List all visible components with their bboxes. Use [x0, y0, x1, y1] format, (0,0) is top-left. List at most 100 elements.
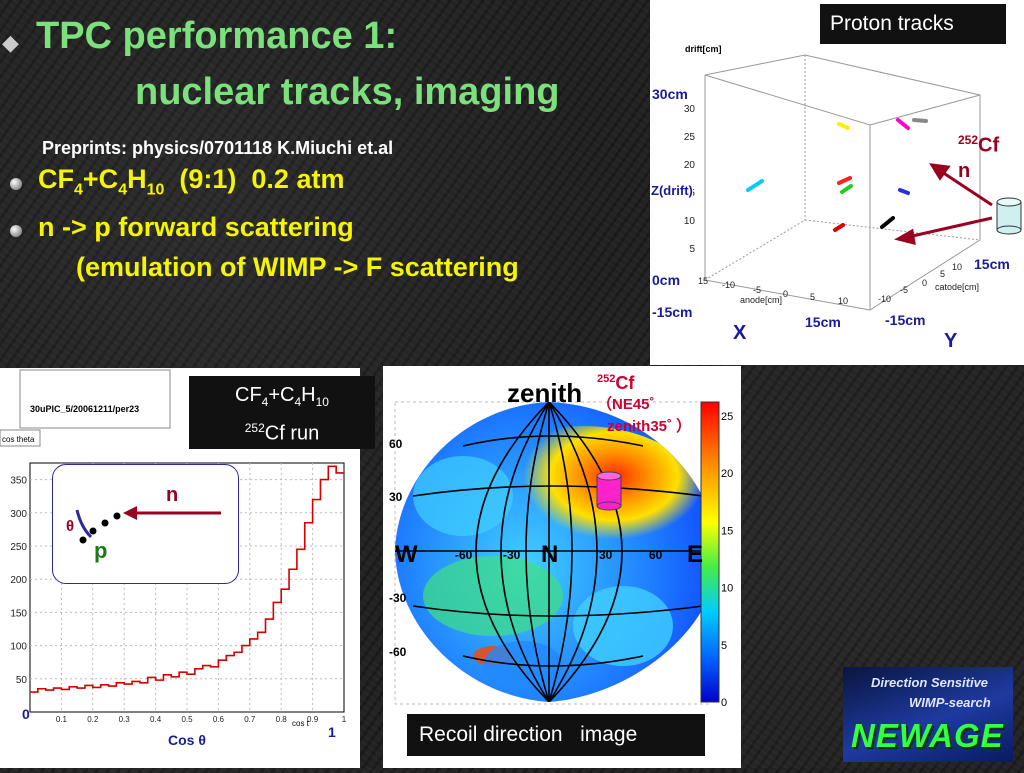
colorbar	[701, 402, 719, 702]
preprint-reference: Preprints: physics/0701118 K.Miuchi et.a…	[42, 138, 393, 159]
catode-axis-label: catode[cm]	[935, 282, 979, 292]
track-cyan	[748, 181, 762, 190]
catode-tick: -10	[878, 294, 891, 304]
anode-tick: 0	[783, 289, 788, 299]
histo-x-tick-label: 0.5	[181, 715, 193, 724]
recoil-image-caption: Recoil direction image	[407, 714, 705, 756]
bullet-icon	[10, 178, 22, 190]
histo-x-tick-label: 0.3	[119, 715, 131, 724]
track-red	[839, 178, 850, 183]
slide-title-line2: nuclear tracks, imaging	[135, 66, 560, 118]
slide-title-line1: TPC performance 1:	[36, 10, 397, 62]
histo-y-tick-label: 350	[10, 476, 27, 487]
y-neg-label: -15cm	[885, 312, 925, 328]
track-magenta	[898, 120, 908, 128]
z-tick: 20	[684, 160, 696, 171]
track-black	[882, 218, 893, 227]
north-label: N	[541, 541, 558, 568]
scattering-inset	[52, 464, 239, 584]
histo-y-tick-label: 50	[16, 675, 28, 686]
histo-x-tick-label: 0.8	[276, 715, 288, 724]
z-tick: 5	[689, 244, 695, 255]
inset-proton-label: p	[94, 538, 107, 564]
anode-tick: 15	[698, 276, 708, 286]
histo-y-tick-label: 250	[10, 542, 27, 553]
histo-x-tick-label: 1	[342, 715, 347, 724]
cf-source-label: 252Cf	[958, 133, 999, 158]
y-axis-letter: Y	[944, 330, 957, 353]
histo-x-tick-label: 0.7	[244, 715, 256, 724]
z-tick: 25	[684, 132, 696, 143]
histo-file-label: 30uPIC_5/20061211/per23	[30, 404, 139, 414]
bullet-scattering-line2: (emulation of WIMP -> F scattering	[76, 252, 519, 283]
colorbar-tick-label: 0	[721, 697, 727, 709]
inset-theta-label: θ	[66, 518, 74, 535]
histo-x-tick-label: 0.2	[87, 715, 99, 724]
track-blue	[900, 190, 908, 193]
z-neg-label: -15cm	[652, 304, 692, 320]
lat-label: 30	[389, 490, 403, 504]
bullet-gas-mixture: CF4+C4H10 (9:1) 0.2 atm	[38, 164, 344, 199]
box-top-face	[705, 55, 980, 125]
lon-label: -60	[455, 548, 473, 562]
y-pos-label: 15cm	[974, 256, 1010, 272]
z-tick: 10	[684, 216, 696, 227]
proton-tracks	[748, 120, 926, 230]
logo-line2: WIMP-search	[909, 695, 991, 710]
track-darkred	[835, 225, 843, 230]
sky-source-label: 252Cf （NE45˚ zenith35˚ ）	[597, 368, 691, 438]
z-tick: 30	[684, 104, 696, 115]
histo-y-ticks: 350 300 250 200 150 100 50	[10, 476, 27, 686]
catode-tick: 5	[940, 269, 945, 279]
z-drift-label: Z(drift)	[651, 183, 693, 198]
proton-tracks-label: Proton tracks	[820, 4, 1006, 44]
zenith-label: zenith	[507, 378, 582, 408]
histo-y-tick-label: 300	[10, 509, 27, 520]
colorbar-tick-label: 25	[721, 411, 733, 423]
bullet-icon	[10, 225, 22, 237]
title-bullet-icon: ◆	[2, 30, 19, 56]
catode-tick: 10	[952, 262, 962, 272]
colorbar-tick-label: 10	[721, 583, 733, 595]
histo-x-small-label: cos t	[292, 719, 310, 728]
west-label: W	[395, 541, 418, 568]
catode-tick: 0	[922, 278, 927, 288]
colorbar-tick-label: 15	[721, 525, 733, 537]
histo-y-tick-label: 150	[10, 608, 27, 619]
bullet-scattering: n -> p forward scattering	[38, 212, 354, 243]
histo-x-tick-label: 0.1	[56, 715, 68, 724]
histo-x-min: 0	[22, 706, 30, 722]
anode-tick: -10	[722, 280, 735, 290]
histo-y-tick-label: 100	[10, 642, 27, 653]
z-top-label: 30cm	[652, 86, 688, 102]
z-bottom-label: 0cm	[652, 272, 680, 288]
histo-stats-box	[20, 370, 170, 428]
histo-x-tick-label: 0.4	[150, 715, 162, 724]
lon-label: 30	[599, 548, 613, 562]
drift-axis-label: drift[cm]	[685, 44, 722, 54]
lat-label: 60	[389, 437, 403, 451]
track-green	[842, 186, 851, 192]
inset-neutron-label: n	[166, 484, 178, 507]
histo-x-tick-label: 0.6	[213, 715, 225, 724]
anode-tick: 10	[838, 296, 848, 306]
gas-run-label: CF4+C4H10 252Cf run	[189, 376, 375, 449]
x-axis-letter: X	[733, 322, 746, 345]
lat-label: -30	[389, 591, 407, 605]
histo-y-tick-label: 200	[10, 575, 27, 586]
east-label: E	[687, 541, 703, 568]
lat-label: -60	[389, 645, 407, 659]
x-15cm-label: 15cm	[805, 314, 841, 330]
histo-x-axis-label: Cos θ	[168, 732, 206, 748]
histo-x-max: 1	[328, 724, 336, 740]
newage-logo: Direction Sensitive WIMP-search NEWAGE	[843, 667, 1013, 762]
logo-line1: Direction Sensitive	[871, 675, 988, 690]
neutron-arrows	[898, 165, 992, 243]
catode-tick: -5	[900, 285, 908, 295]
track-grey	[914, 120, 926, 121]
anode-tick: -5	[753, 285, 761, 295]
scattering-diagram	[53, 465, 238, 583]
logo-line3: NEWAGE	[851, 717, 1004, 755]
cf-source-marker-icon	[597, 472, 621, 510]
